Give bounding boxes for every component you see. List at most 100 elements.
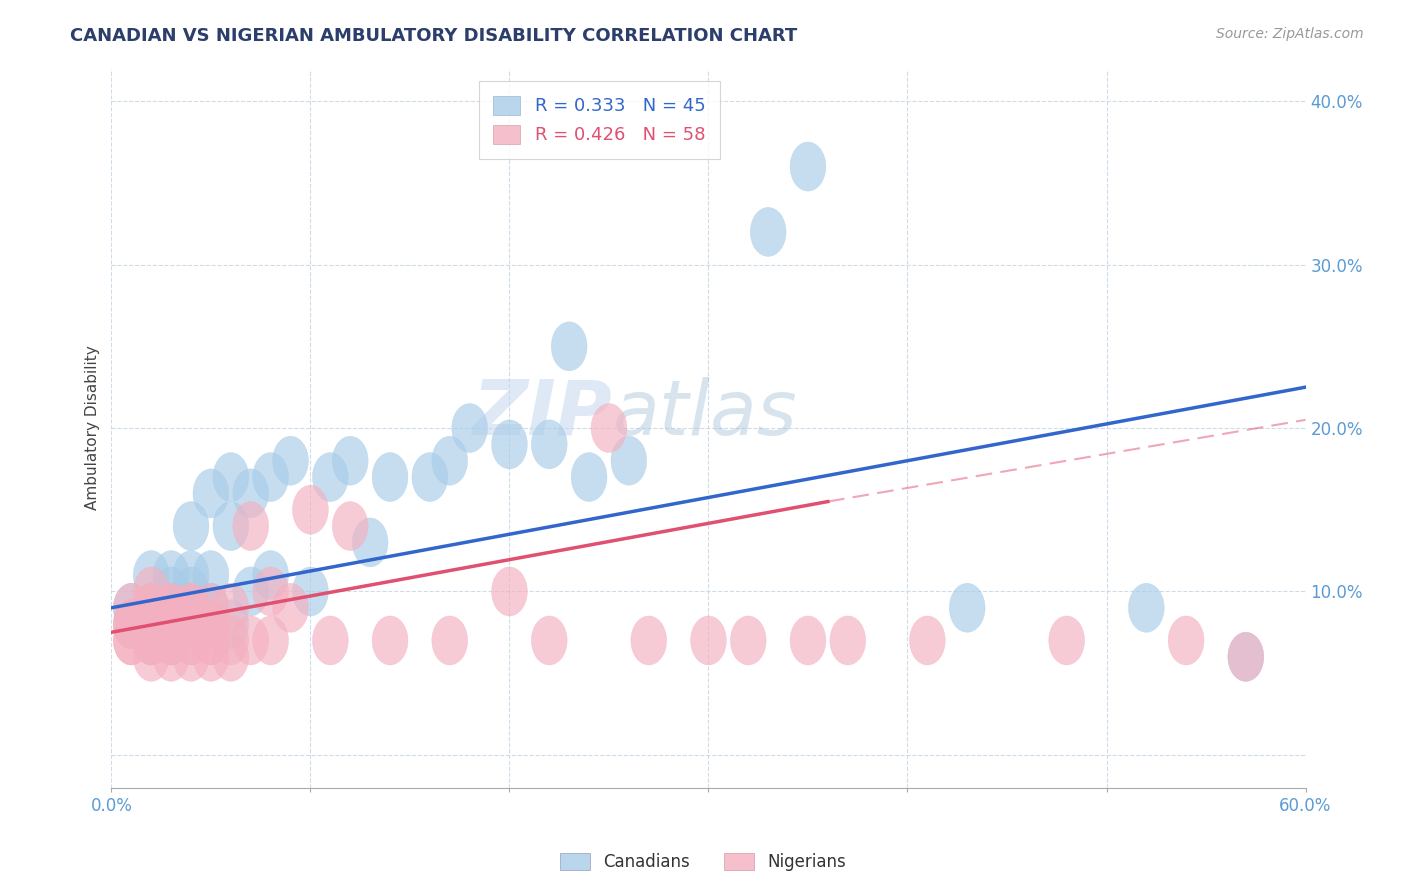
- Ellipse shape: [492, 567, 527, 616]
- Ellipse shape: [212, 583, 249, 632]
- Ellipse shape: [730, 616, 766, 665]
- Ellipse shape: [134, 599, 169, 648]
- Ellipse shape: [173, 599, 209, 648]
- Ellipse shape: [790, 616, 825, 665]
- Ellipse shape: [153, 616, 188, 665]
- Ellipse shape: [114, 599, 149, 648]
- Ellipse shape: [233, 501, 269, 550]
- Ellipse shape: [531, 420, 567, 469]
- Ellipse shape: [571, 452, 607, 501]
- Ellipse shape: [153, 550, 188, 599]
- Legend: Canadians, Nigerians: Canadians, Nigerians: [553, 845, 853, 880]
- Ellipse shape: [193, 599, 229, 648]
- Ellipse shape: [353, 518, 388, 567]
- Text: Source: ZipAtlas.com: Source: ZipAtlas.com: [1216, 27, 1364, 41]
- Ellipse shape: [910, 616, 945, 665]
- Ellipse shape: [153, 583, 188, 632]
- Ellipse shape: [233, 567, 269, 616]
- Ellipse shape: [212, 501, 249, 550]
- Ellipse shape: [432, 616, 468, 665]
- Ellipse shape: [212, 632, 249, 681]
- Ellipse shape: [253, 616, 288, 665]
- Ellipse shape: [373, 452, 408, 501]
- Ellipse shape: [134, 616, 169, 665]
- Ellipse shape: [193, 583, 229, 632]
- Ellipse shape: [193, 616, 229, 665]
- Text: ZIP: ZIP: [474, 376, 613, 450]
- Ellipse shape: [790, 142, 825, 191]
- Ellipse shape: [134, 599, 169, 648]
- Ellipse shape: [173, 616, 209, 665]
- Ellipse shape: [631, 616, 666, 665]
- Ellipse shape: [233, 469, 269, 518]
- Ellipse shape: [193, 550, 229, 599]
- Ellipse shape: [134, 599, 169, 648]
- Ellipse shape: [193, 632, 229, 681]
- Ellipse shape: [114, 599, 149, 648]
- Ellipse shape: [253, 567, 288, 616]
- Ellipse shape: [1129, 583, 1164, 632]
- Ellipse shape: [492, 420, 527, 469]
- Ellipse shape: [114, 583, 149, 632]
- Legend: R = 0.333   N = 45, R = 0.426   N = 58: R = 0.333 N = 45, R = 0.426 N = 58: [478, 81, 720, 159]
- Ellipse shape: [134, 632, 169, 681]
- Ellipse shape: [312, 452, 349, 501]
- Ellipse shape: [253, 452, 288, 501]
- Ellipse shape: [173, 583, 209, 632]
- Ellipse shape: [153, 583, 188, 632]
- Ellipse shape: [612, 436, 647, 485]
- Ellipse shape: [173, 567, 209, 616]
- Ellipse shape: [193, 599, 229, 648]
- Ellipse shape: [173, 583, 209, 632]
- Ellipse shape: [591, 403, 627, 452]
- Ellipse shape: [173, 632, 209, 681]
- Ellipse shape: [114, 599, 149, 648]
- Ellipse shape: [134, 583, 169, 632]
- Ellipse shape: [253, 550, 288, 599]
- Ellipse shape: [153, 632, 188, 681]
- Ellipse shape: [173, 599, 209, 648]
- Ellipse shape: [212, 599, 249, 648]
- Ellipse shape: [173, 501, 209, 550]
- Ellipse shape: [212, 616, 249, 665]
- Ellipse shape: [134, 583, 169, 632]
- Ellipse shape: [212, 452, 249, 501]
- Ellipse shape: [114, 616, 149, 665]
- Ellipse shape: [332, 436, 368, 485]
- Ellipse shape: [751, 208, 786, 256]
- Ellipse shape: [551, 322, 588, 371]
- Ellipse shape: [173, 599, 209, 648]
- Ellipse shape: [153, 616, 188, 665]
- Ellipse shape: [273, 436, 308, 485]
- Ellipse shape: [373, 616, 408, 665]
- Ellipse shape: [173, 583, 209, 632]
- Ellipse shape: [134, 616, 169, 665]
- Ellipse shape: [193, 583, 229, 632]
- Ellipse shape: [134, 550, 169, 599]
- Text: atlas: atlas: [613, 376, 797, 450]
- Ellipse shape: [153, 599, 188, 648]
- Ellipse shape: [412, 452, 447, 501]
- Ellipse shape: [153, 599, 188, 648]
- Ellipse shape: [233, 616, 269, 665]
- Ellipse shape: [292, 567, 329, 616]
- Ellipse shape: [193, 616, 229, 665]
- Ellipse shape: [153, 599, 188, 648]
- Ellipse shape: [134, 583, 169, 632]
- Ellipse shape: [451, 403, 488, 452]
- Ellipse shape: [173, 550, 209, 599]
- Ellipse shape: [830, 616, 866, 665]
- Ellipse shape: [1168, 616, 1204, 665]
- Ellipse shape: [173, 616, 209, 665]
- Ellipse shape: [153, 567, 188, 616]
- Ellipse shape: [153, 583, 188, 632]
- Ellipse shape: [292, 485, 329, 534]
- Ellipse shape: [432, 436, 468, 485]
- Ellipse shape: [153, 616, 188, 665]
- Ellipse shape: [312, 616, 349, 665]
- Ellipse shape: [1227, 632, 1264, 681]
- Ellipse shape: [273, 583, 308, 632]
- Ellipse shape: [1227, 632, 1264, 681]
- Ellipse shape: [1049, 616, 1084, 665]
- Ellipse shape: [531, 616, 567, 665]
